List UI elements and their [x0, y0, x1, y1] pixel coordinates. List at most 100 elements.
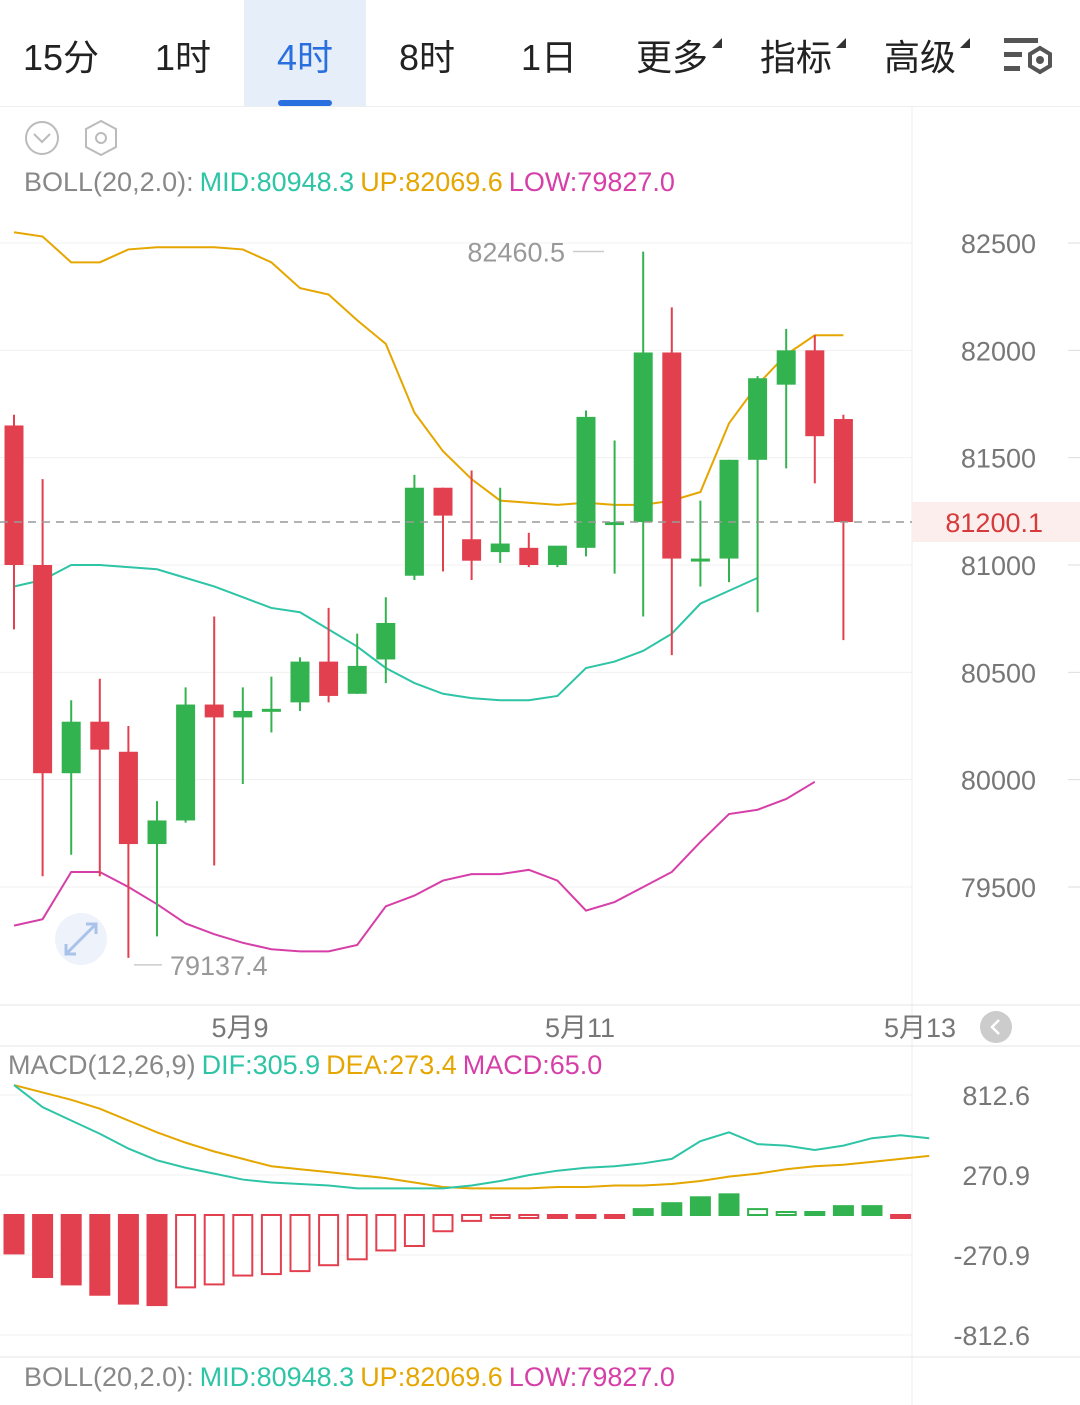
candle-body [147, 820, 167, 845]
candle-body [547, 545, 567, 565]
boll-low: LOW:79827.0 [508, 1362, 675, 1392]
macd-bar [489, 1214, 511, 1219]
boll-legend: BOLL(20,2.0): MID:80948.3 UP:82069.6 LOW:79… [24, 167, 681, 198]
macd-bar [718, 1193, 740, 1216]
current-price-badge [912, 502, 1080, 543]
candle-body [833, 419, 853, 523]
tab-2[interactable]: 4时 [244, 0, 366, 106]
macd-bar [861, 1205, 883, 1216]
macd-name: MACD(12,26,9) [8, 1050, 196, 1080]
candle-body [90, 721, 110, 750]
macd-bar [346, 1214, 368, 1261]
macd-bar [260, 1214, 282, 1276]
macd-bar [60, 1214, 82, 1286]
chart-settings-icon[interactable] [1000, 34, 1056, 78]
x-tick-label: 5月11 [545, 1013, 615, 1043]
y-tick-label: 79500 [961, 873, 1036, 903]
macd-bar [117, 1214, 139, 1305]
tab-label: 1时 [154, 37, 212, 78]
macd-bar [89, 1214, 111, 1296]
settings-gear-icon [85, 119, 117, 157]
tab-label: 高级 [884, 37, 970, 78]
candle-body [690, 558, 710, 562]
macd-bar [375, 1214, 397, 1252]
macd-bar [689, 1196, 711, 1216]
candle-body [490, 543, 510, 553]
tab-5[interactable]: 更多 [610, 0, 734, 106]
dea-line [13, 1084, 930, 1190]
candle-body [4, 425, 24, 565]
boll-legend-bottom: BOLL(20,2.0): MID:80948.3 UP:82069.6 LOW:79… [24, 1362, 681, 1393]
macd-bar [890, 1214, 912, 1219]
macd-value: MACD:65.0 [462, 1050, 603, 1080]
macd-bar [318, 1214, 340, 1267]
high-price-marker: 82460.5 [467, 237, 565, 267]
macd-y-tick-label: -270.9 [953, 1241, 1030, 1271]
candle-body [748, 378, 768, 460]
scroll-to-latest-icon [980, 1011, 1012, 1043]
macd-bar [832, 1205, 854, 1216]
macd-bar [575, 1214, 597, 1219]
boll-mid: MID:80948.3 [199, 1362, 355, 1392]
macd-bar [403, 1214, 425, 1248]
collapse-icon [25, 121, 59, 155]
macd-bar [461, 1214, 483, 1222]
candle-body [319, 661, 339, 696]
dropdown-caret-icon [960, 38, 970, 48]
macd-y-tick-label: 812.6 [962, 1081, 1030, 1111]
candle-body [290, 661, 310, 703]
macd-legend: MACD(12,26,9) DIF:305.9 DEA:273.4 MACD:65.0 [8, 1050, 608, 1081]
tab-label: 15分 [22, 37, 100, 78]
candle-body [719, 459, 739, 559]
macd-bar [203, 1214, 225, 1286]
y-tick-label: 81000 [961, 551, 1036, 581]
candle-body [633, 352, 653, 523]
tab-1[interactable]: 1时 [122, 0, 244, 106]
candle-body [805, 350, 825, 437]
tab-6[interactable]: 指标 [734, 0, 858, 106]
candle-body [404, 487, 424, 576]
candle-body [433, 487, 453, 516]
macd-dea: DEA:273.4 [326, 1050, 457, 1080]
candle-body [462, 539, 482, 561]
y-tick-label: 80500 [961, 658, 1036, 688]
macd-bar [232, 1214, 254, 1277]
macd-dif: DIF:305.9 [201, 1050, 321, 1080]
x-tick-label: 5月9 [211, 1013, 268, 1043]
dif-line [13, 1084, 930, 1190]
macd-bar [546, 1214, 568, 1219]
expand-arrows-icon [64, 922, 98, 956]
tab-4[interactable]: 1日 [488, 0, 610, 106]
tab-7[interactable]: 高级 [858, 0, 982, 106]
boll-name: BOLL(20,2.0): [24, 1362, 194, 1392]
macd-bar [632, 1208, 654, 1216]
candle-body [118, 751, 138, 845]
boll-up: UP:82069.6 [360, 167, 503, 197]
tab-label: 8时 [398, 37, 456, 78]
chart-area[interactable]: 82500 82000 81500 81000 80500 80000 79500 5月9 5月… [0, 106, 1080, 1405]
macd-y-tick-label: -812.6 [953, 1321, 1030, 1351]
chevron-down-icon [33, 133, 51, 144]
macd-bar [804, 1211, 826, 1216]
boll-up: UP:82069.6 [360, 1362, 503, 1392]
boll-lower-line [13, 780, 816, 953]
tab-label: 更多 [636, 37, 722, 78]
macd-bar [289, 1214, 311, 1273]
boll-mid: MID:80948.3 [199, 167, 355, 197]
y-tick-label: 82000 [961, 336, 1036, 366]
macd-bar [32, 1214, 54, 1279]
y-tick-label: 81500 [961, 444, 1036, 474]
candle-body [347, 665, 367, 694]
tab-3[interactable]: 8时 [366, 0, 488, 106]
x-tick-label: 5月13 [884, 1013, 956, 1043]
macd-y-tick-label: 270.9 [962, 1161, 1030, 1191]
tab-0[interactable]: 15分 [0, 0, 122, 106]
tab-label: 4时 [276, 37, 334, 78]
macd-bar [432, 1214, 454, 1233]
timeframe-toolbar: 15分 1时 4时 8时 1日 更多 指标 高级 [0, 0, 1080, 107]
dropdown-caret-icon [712, 38, 722, 48]
macd-bar [3, 1214, 25, 1255]
scroll-to-latest-arrow [990, 1019, 1000, 1035]
low-price-marker: 79137.4 [170, 951, 268, 981]
y-tick-label: 82500 [961, 229, 1036, 259]
